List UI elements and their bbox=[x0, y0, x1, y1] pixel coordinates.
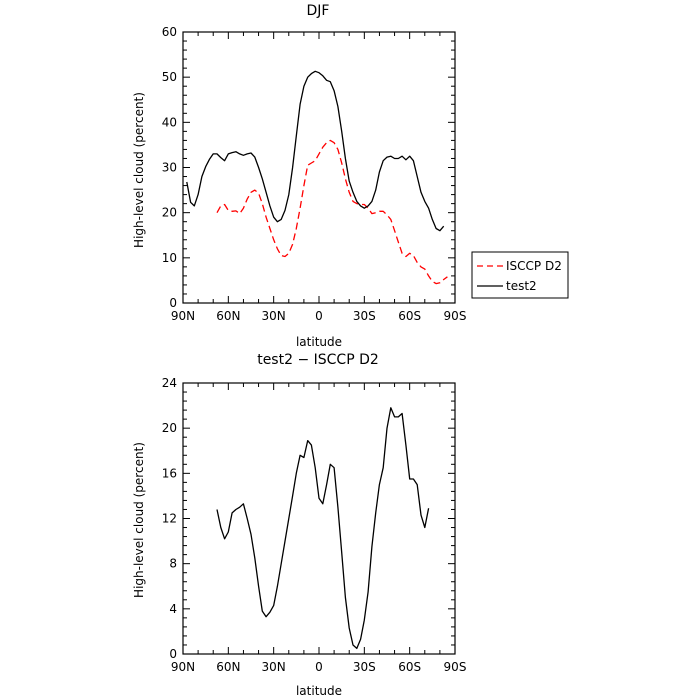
y-tick-label: 10 bbox=[162, 251, 177, 265]
top-x-axis-title: latitude bbox=[296, 335, 342, 349]
y-tick-label: 4 bbox=[169, 602, 177, 616]
series-line-isccp-d2 bbox=[216, 139, 448, 285]
y-tick-label: 30 bbox=[162, 161, 177, 175]
top-series-group bbox=[186, 70, 448, 285]
series-line-panel1-0 bbox=[216, 407, 430, 650]
x-tick-label: 30N bbox=[262, 309, 286, 323]
y-tick-label: 12 bbox=[162, 512, 177, 526]
legend-label-test2: test2 bbox=[506, 279, 537, 293]
x-tick-label: 0 bbox=[315, 660, 323, 674]
series-line-test2 bbox=[186, 70, 445, 232]
bottom-panel: test2 − ISCCP D2 90N 60N 30N 0 30S 60S 90S 0 4 8 1… bbox=[132, 352, 466, 698]
bottom-plot-frame bbox=[182, 382, 456, 655]
top-y-axis-title: High-level cloud (percent) bbox=[132, 92, 146, 248]
x-tick-label: 60S bbox=[398, 660, 421, 674]
x-tick-label: 60N bbox=[216, 309, 240, 323]
x-tick-label: 0 bbox=[315, 309, 323, 323]
x-tick-label: 30S bbox=[353, 660, 376, 674]
y-tick-label: 50 bbox=[162, 70, 177, 84]
y-tick-label: 20 bbox=[162, 421, 177, 435]
top-axis-ticks: 90N 60N 30N 0 30S 60S 90S 0 10 20 30 40 50 60 bbox=[162, 25, 467, 323]
x-tick-label: 30N bbox=[262, 660, 286, 674]
y-tick-label: 16 bbox=[162, 466, 177, 480]
bottom-x-axis-title: latitude bbox=[296, 684, 342, 698]
bottom-series-group bbox=[216, 407, 430, 650]
x-tick-label: 60N bbox=[216, 660, 240, 674]
y-tick-label: 60 bbox=[162, 25, 177, 39]
x-tick-label: 60S bbox=[398, 309, 421, 323]
bottom-axis-ticks: 90N 60N 30N 0 30S 60S 90S 0 4 8 12 16 20 24 bbox=[162, 376, 467, 674]
top-panel: DJF 90N 60N 30N 0 30S 60S 90S 0 10 20 30 40 50 60 lat… bbox=[132, 3, 466, 349]
legend: ISCCP D2 test2 bbox=[471, 251, 569, 299]
bottom-panel-title: test2 − ISCCP D2 bbox=[257, 352, 379, 368]
y-tick-label: 0 bbox=[169, 647, 177, 661]
x-tick-label: 90N bbox=[171, 660, 195, 674]
legend-label-isccp: ISCCP D2 bbox=[506, 259, 562, 273]
y-tick-label: 8 bbox=[169, 557, 177, 571]
x-tick-label: 90N bbox=[171, 309, 195, 323]
y-tick-label: 24 bbox=[162, 376, 177, 390]
x-tick-label: 30S bbox=[353, 309, 376, 323]
top-panel-title: DJF bbox=[307, 3, 330, 19]
bottom-y-axis-title: High-level cloud (percent) bbox=[132, 442, 146, 598]
y-tick-label: 0 bbox=[169, 296, 177, 310]
x-tick-label: 90S bbox=[444, 309, 467, 323]
y-tick-label: 40 bbox=[162, 115, 177, 129]
x-tick-label: 90S bbox=[444, 660, 467, 674]
y-tick-label: 20 bbox=[162, 206, 177, 220]
legend-box bbox=[471, 251, 569, 299]
